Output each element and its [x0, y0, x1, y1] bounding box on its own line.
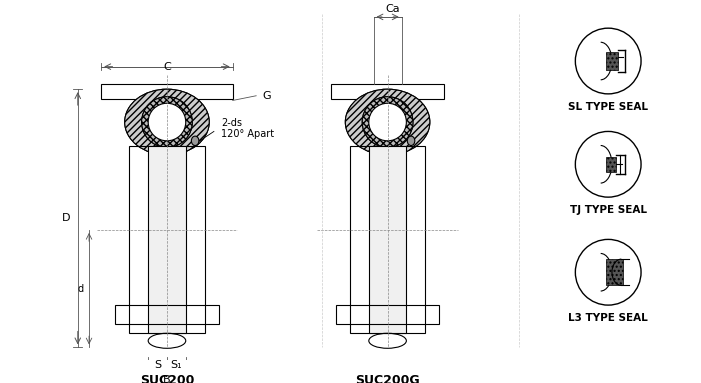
Text: 2-ds
120° Apart: 2-ds 120° Apart — [222, 118, 275, 139]
Circle shape — [369, 103, 407, 141]
Ellipse shape — [142, 97, 192, 147]
Ellipse shape — [346, 89, 430, 155]
Ellipse shape — [362, 97, 413, 147]
Text: SL TYPE SEAL: SL TYPE SEAL — [569, 102, 648, 112]
Bar — [336, 305, 440, 324]
Text: B: B — [163, 375, 171, 383]
Bar — [606, 259, 623, 285]
Bar — [116, 305, 219, 324]
Text: L3 TYPE SEAL: L3 TYPE SEAL — [569, 313, 648, 323]
Circle shape — [576, 28, 641, 94]
Circle shape — [576, 239, 641, 305]
Circle shape — [148, 103, 186, 141]
Text: Ca: Ca — [385, 4, 400, 15]
Bar — [606, 52, 618, 70]
Text: d: d — [77, 284, 83, 294]
Bar — [101, 85, 233, 98]
Text: S: S — [154, 360, 161, 370]
Ellipse shape — [346, 89, 430, 155]
Circle shape — [362, 97, 413, 147]
Text: S₁: S₁ — [170, 360, 182, 370]
Bar — [350, 146, 425, 333]
Text: C: C — [163, 62, 171, 72]
Circle shape — [576, 131, 641, 197]
Bar — [369, 146, 407, 333]
Bar — [606, 157, 615, 172]
Bar — [332, 85, 444, 98]
Circle shape — [142, 97, 192, 147]
Ellipse shape — [125, 89, 209, 155]
Text: TJ TYPE SEAL: TJ TYPE SEAL — [570, 205, 647, 215]
Text: SUC200G: SUC200G — [355, 374, 420, 383]
Text: D: D — [62, 213, 70, 223]
Ellipse shape — [125, 89, 209, 155]
Ellipse shape — [407, 136, 415, 146]
Bar — [130, 146, 205, 333]
Ellipse shape — [191, 136, 199, 146]
Ellipse shape — [141, 96, 193, 148]
Text: SUC200: SUC200 — [139, 374, 194, 383]
Bar — [148, 146, 186, 333]
Text: G: G — [263, 91, 271, 101]
